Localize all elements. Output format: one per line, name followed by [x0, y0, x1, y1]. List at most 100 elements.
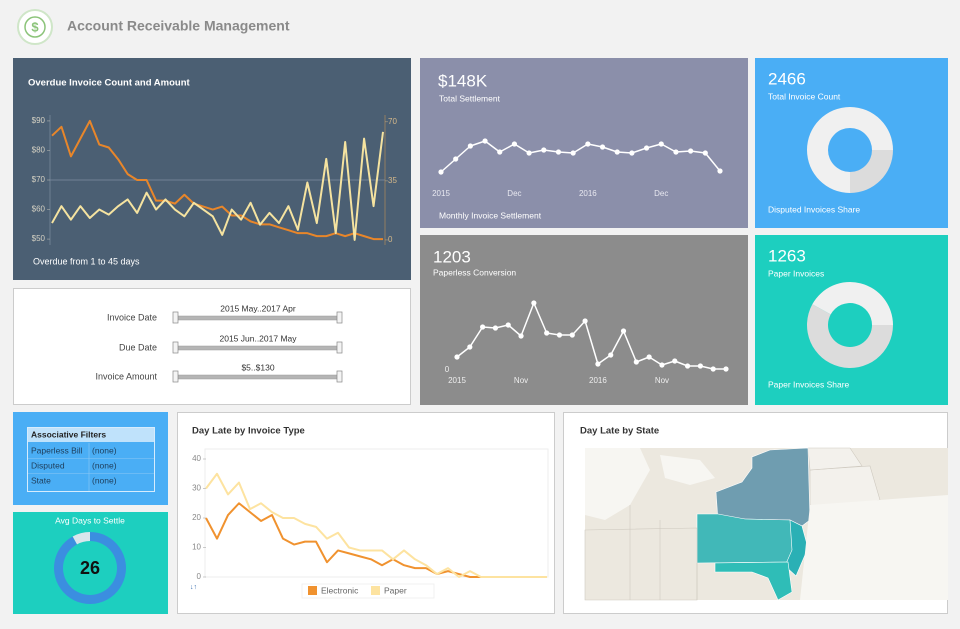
slider-track	[174, 345, 342, 351]
x-tick-label: 2015	[432, 189, 450, 198]
y-tick-label: $90	[32, 116, 46, 125]
point	[702, 150, 708, 156]
filter-name: Paperless Bill	[31, 445, 83, 455]
x-tick-label: Nov	[514, 376, 528, 385]
slider-handle[interactable]	[172, 341, 179, 354]
y-tick-label: $50	[32, 234, 46, 243]
line	[51, 119, 383, 241]
slider-range: $5..$130	[241, 362, 274, 372]
point	[453, 156, 459, 162]
panel-title: Overdue Invoice Count and Amount	[28, 78, 191, 89]
lake	[585, 448, 650, 520]
slider-track	[174, 315, 342, 321]
line	[51, 131, 384, 241]
panel-title: Day Late by Invoice Type	[192, 426, 305, 437]
point	[544, 330, 550, 336]
slider-handle[interactable]	[336, 311, 343, 324]
point	[697, 363, 703, 369]
slider-handle[interactable]	[172, 370, 179, 383]
kpi-value: 1263	[768, 246, 806, 265]
y-tick-label: $80	[32, 146, 46, 155]
line	[456, 302, 726, 370]
slider-label: Invoice Date	[107, 312, 157, 322]
line	[205, 472, 547, 578]
panel-paper-invoices	[755, 235, 948, 405]
point	[643, 145, 650, 151]
point	[480, 324, 486, 330]
logo-ring	[24, 16, 46, 38]
y-tick-label: 20	[192, 513, 201, 522]
slider-handle[interactable]	[336, 341, 343, 354]
point	[633, 359, 639, 365]
slider-range: 2015 May..2017 Apr	[220, 303, 296, 313]
y-tick-label: 0	[445, 365, 450, 374]
y-tick-label: 35	[388, 176, 397, 185]
point	[518, 333, 524, 339]
point	[582, 318, 588, 324]
point	[497, 149, 503, 155]
x-tick-label: Dec	[507, 189, 521, 198]
legend-label: Paper	[384, 585, 407, 595]
kpi-label: Total Invoice Count	[768, 91, 841, 101]
point	[482, 138, 488, 144]
state-nj	[784, 519, 809, 577]
x-tick-label: 2016	[579, 189, 597, 198]
donut-segment	[72, 532, 90, 545]
legend-frame	[301, 583, 435, 599]
panel-footer: Disputed Invoices Share	[768, 204, 860, 214]
plot-frame	[204, 448, 549, 578]
donut-segment	[807, 304, 893, 368]
filter-value: (none)	[92, 475, 117, 485]
panel-footer: Monthly Invoice Settlement	[439, 210, 542, 220]
state-md-de	[714, 561, 793, 601]
y-tick-label: 0	[197, 572, 202, 581]
point	[673, 149, 679, 155]
point	[556, 332, 563, 338]
slider-label: Invoice Amount	[95, 371, 157, 381]
slider-label: Due Date	[119, 342, 157, 352]
filter-value: (none)	[92, 460, 117, 470]
slider-handle[interactable]	[336, 370, 343, 383]
panel-title: Avg Days to Settle	[55, 515, 125, 525]
state-borders	[629, 505, 698, 600]
ocean	[800, 495, 948, 600]
x-tick-label: Nov	[655, 376, 669, 385]
panel-settlement	[420, 58, 748, 228]
point	[614, 149, 620, 155]
point	[585, 141, 591, 147]
filter-title: Associative Filters	[31, 429, 106, 439]
y-tick-label: 30	[192, 484, 201, 493]
legend-swatch	[371, 586, 380, 595]
point	[526, 150, 532, 156]
kpi-value: 2466	[768, 69, 806, 88]
kpi-label: Paperless Conversion	[433, 267, 516, 277]
slider-handle[interactable]	[172, 311, 179, 324]
filter-name: Disputed	[31, 460, 65, 470]
point	[629, 150, 635, 156]
point	[672, 358, 678, 364]
logo	[17, 9, 53, 45]
x-tick-label: Dec	[654, 189, 668, 198]
panel-overdue	[13, 58, 411, 280]
point	[717, 168, 723, 174]
filter-name: State	[31, 475, 51, 485]
point	[531, 300, 537, 306]
page-title: Account Receivable Management	[67, 18, 290, 34]
point	[467, 143, 473, 149]
kpi-value: 26	[80, 558, 100, 578]
slider-track	[174, 374, 342, 380]
filter-header-bg	[28, 428, 154, 442]
y-tick-label: 70	[388, 117, 397, 126]
point	[492, 325, 499, 331]
legend-label: Electronic	[321, 585, 359, 595]
point	[688, 148, 694, 154]
point	[541, 147, 547, 153]
state-pa	[696, 513, 798, 564]
y-tick-label: 40	[192, 454, 201, 463]
point	[438, 169, 444, 175]
panel-day-late-type	[177, 412, 555, 614]
point	[608, 352, 614, 358]
filter-table	[27, 427, 155, 492]
